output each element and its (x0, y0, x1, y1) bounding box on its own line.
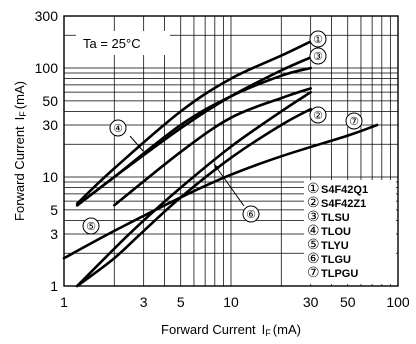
x-tick-label: 30 (303, 294, 319, 310)
marker-4-text: ④ (113, 123, 123, 135)
legend-label: TLSU (321, 212, 350, 224)
marker-5-circle (82, 217, 100, 235)
marker-6-text: ⑥ (246, 209, 256, 221)
legend-marker: ③ (307, 208, 320, 224)
legend-marker: ⑥ (307, 250, 320, 266)
legend-marker: ⑦ (307, 264, 320, 280)
y-tick-label: 50 (42, 93, 58, 109)
marker-2-text: ② (313, 110, 323, 122)
leader-6-arrow (214, 164, 220, 171)
legend-label: TLGU (321, 254, 351, 266)
series-line-6 (113, 87, 312, 207)
temperature-annotation: Ta = 25°C (76, 31, 170, 55)
x-tick-label: 100 (386, 294, 410, 310)
x-axis-label: Forward Current IF (mA) (161, 322, 301, 338)
marker-5-text: ⑤ (86, 221, 96, 233)
y-tick-label: 1 (50, 278, 58, 294)
legend-marker: ④ (307, 222, 320, 238)
y-tick-label: 3 (50, 226, 58, 242)
series-line-5 (75, 90, 312, 288)
y-tick-label: 10 (42, 169, 58, 185)
marker-4-circle (109, 119, 127, 137)
series-line-1 (75, 40, 312, 205)
legend-label: S4F42Z1 (321, 198, 366, 210)
annotation-box (76, 31, 170, 55)
x-tick-label: 50 (340, 294, 356, 310)
marker-7-circle (345, 112, 363, 130)
legend-label: TLPGU (321, 268, 358, 280)
y-tick-label: 100 (35, 60, 59, 76)
legend-marker: ② (307, 194, 320, 210)
legend-marker: ① (307, 180, 320, 196)
marker-1-circle (309, 30, 327, 48)
series-line-7 (62, 123, 379, 260)
legend-marker: ⑤ (307, 236, 320, 252)
tick-labels: 1 3 5 10 30 50 100 1 3 5 10 30 50 100 300 (35, 8, 410, 310)
legend-label: S4F42Q1 (321, 184, 368, 196)
marker-3-text: ③ (313, 51, 323, 63)
legend-label: TLOU (321, 226, 351, 238)
y-tick-label: 5 (50, 202, 58, 218)
legend-label: TLYU (321, 240, 349, 252)
legend-box (304, 180, 396, 284)
marker-2-circle (309, 106, 327, 124)
leader-6 (213, 163, 245, 207)
series-lines (62, 40, 379, 288)
plot-frame (63, 15, 399, 287)
series-line-4 (75, 66, 312, 207)
marker-3-circle (309, 47, 327, 65)
x-tick-label: 5 (177, 294, 185, 310)
x-tick-label: 1 (60, 294, 68, 310)
marker-1-text: ① (313, 34, 323, 46)
y-axis-label: Forward CurrentIF(mA) (12, 81, 28, 221)
marker-7-text: ⑦ (349, 116, 359, 128)
annotation-text: Ta = 25°C (83, 36, 141, 51)
y-tick-label: 300 (35, 8, 59, 24)
marker-6-circle (242, 205, 260, 223)
x-tick-label: 3 (140, 294, 148, 310)
leader-4 (129, 135, 144, 152)
x-tick-label: 10 (223, 294, 239, 310)
y-tick-label: 30 (42, 117, 58, 133)
